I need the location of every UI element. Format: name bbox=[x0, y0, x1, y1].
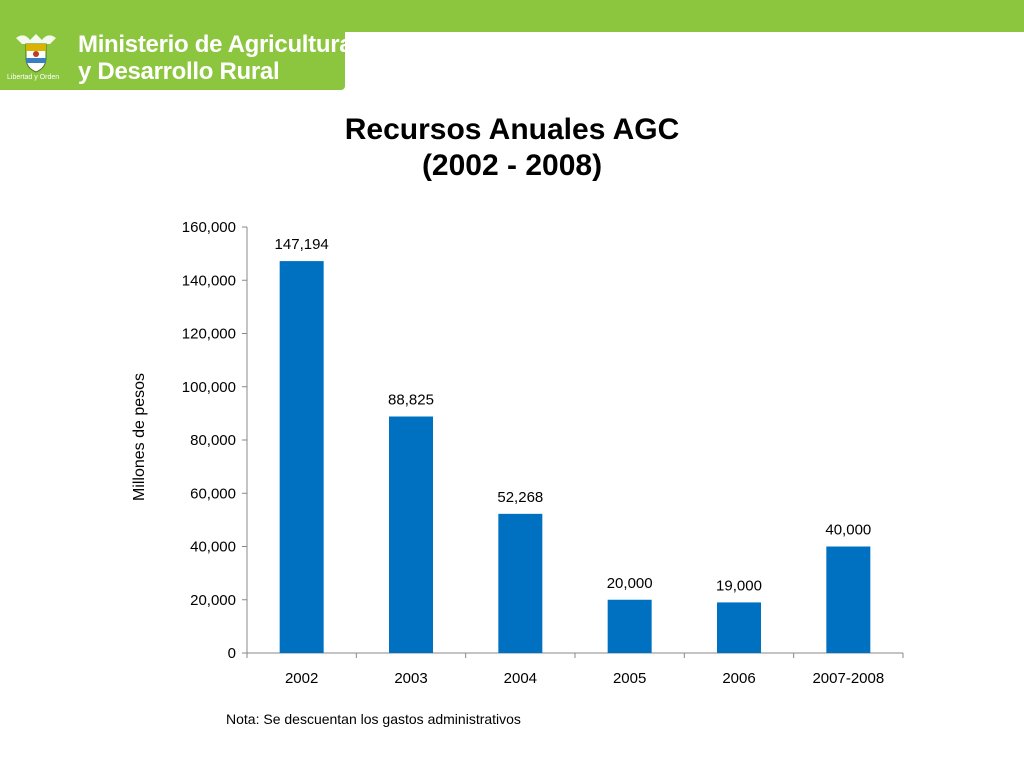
y-tick-label: 60,000 bbox=[190, 485, 236, 502]
bar-2007-2008 bbox=[826, 546, 871, 653]
data-label-2003: 88,825 bbox=[388, 392, 434, 409]
data-label-2005: 20,000 bbox=[607, 575, 653, 592]
org-name-line2: y Desarrollo Rural bbox=[78, 58, 280, 85]
y-tick-label: 20,000 bbox=[190, 592, 236, 609]
y-tick-label: 0 bbox=[228, 645, 236, 662]
x-tick-label-2003: 2003 bbox=[394, 670, 427, 687]
coat-of-arms-icon bbox=[16, 34, 56, 73]
org-name-line1: Ministerio de Agricultura bbox=[78, 31, 353, 58]
y-tick-label: 140,000 bbox=[182, 272, 236, 289]
chart-title: Recursos Anuales AGC bbox=[344, 113, 680, 146]
y-tick-label: 100,000 bbox=[182, 379, 236, 396]
y-tick-label: 160,000 bbox=[182, 219, 236, 236]
x-tick-label-2004: 2004 bbox=[504, 670, 537, 687]
x-tick-label-2006: 2006 bbox=[722, 670, 755, 687]
bar-2002 bbox=[279, 261, 324, 653]
motto-text: Libertad y Orden bbox=[7, 74, 60, 81]
chart-subtitle: (2002 - 2008) bbox=[421, 149, 603, 182]
bar-2005 bbox=[607, 599, 652, 653]
data-label-2004: 52,268 bbox=[497, 489, 543, 506]
x-tick-label-2002: 2002 bbox=[285, 670, 318, 687]
y-tick-label: 40,000 bbox=[190, 539, 236, 556]
bar-2003 bbox=[389, 416, 433, 653]
x-tick-label-2007-2008: 2007-2008 bbox=[812, 670, 884, 687]
y-tick-label: 120,000 bbox=[182, 326, 236, 343]
y-tick-label: 80,000 bbox=[190, 432, 236, 449]
x-tick-label-2005: 2005 bbox=[613, 670, 646, 687]
bar-2006 bbox=[717, 602, 761, 653]
ministry-logo: Libertad y Orden Ministerio de Agricultu… bbox=[0, 0, 353, 90]
data-label-2007-2008: 40,000 bbox=[825, 522, 871, 539]
data-label-2006: 19,000 bbox=[716, 577, 762, 594]
y-axis-title: Millones de pesos bbox=[131, 373, 148, 501]
data-label-2002: 147,194 bbox=[275, 236, 329, 253]
bar-2004 bbox=[498, 513, 543, 653]
footnote: Nota: Se descuentan los gastos administr… bbox=[226, 711, 521, 727]
